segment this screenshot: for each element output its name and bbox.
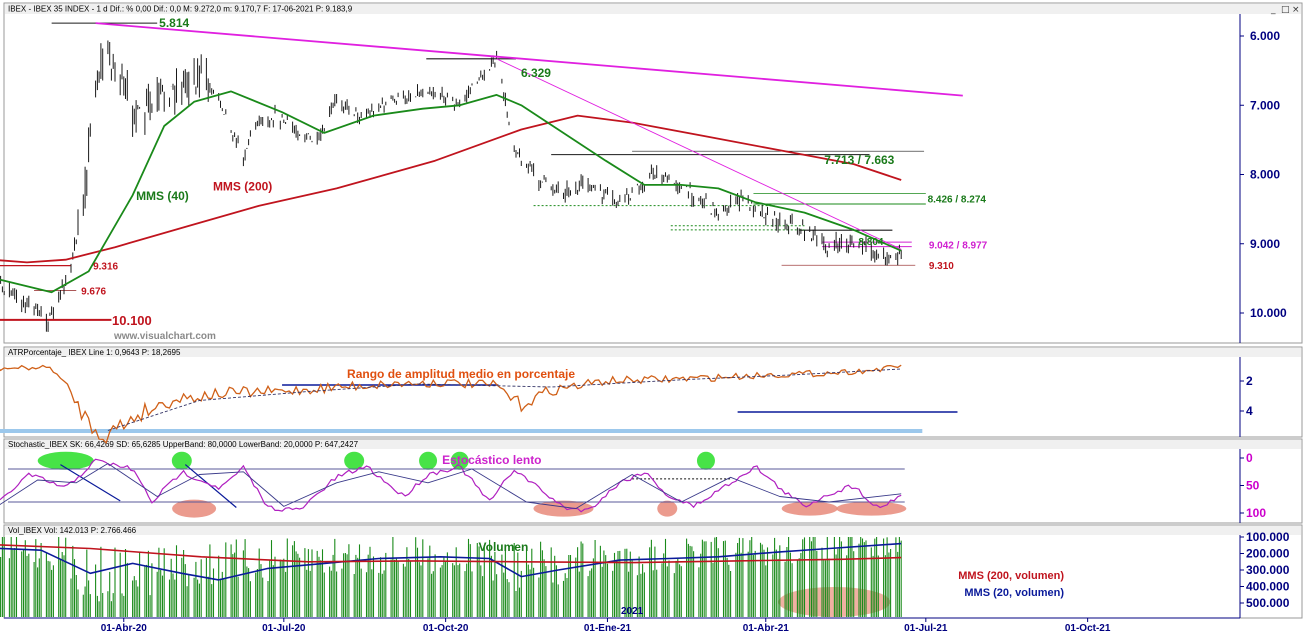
stoch-y-tick-label: 50 xyxy=(1246,479,1260,493)
price-y-tick-label: 9.000 xyxy=(1250,237,1280,251)
mms200-annotation: MMS (200) xyxy=(213,179,272,193)
vol_mms200-line xyxy=(0,544,902,564)
level-9316-label: 9.316 xyxy=(93,262,118,273)
stoch-panel-frame xyxy=(3,438,1303,524)
year-marker: 2021 xyxy=(621,606,644,617)
stoch-overbought-zone xyxy=(172,499,217,518)
price-y-tick-label: 10.000 xyxy=(1250,306,1287,320)
stoch-oversold-zone xyxy=(450,451,469,470)
atr-average-line xyxy=(107,368,902,431)
level-8426-8274-label: 8.426 / 8.274 xyxy=(928,195,987,206)
x-tick-label: 01-Abr-20 xyxy=(101,623,148,634)
atr-line xyxy=(0,364,902,445)
atr-y-tick-label: 4 xyxy=(1246,404,1253,418)
level-10100-label: 10.100 xyxy=(112,313,152,328)
stoch-overbought-zone xyxy=(657,500,678,517)
legend-vol-mms200: MMS (200, volumen) xyxy=(958,570,1064,582)
price-y-tick-label: 8.000 xyxy=(1250,168,1280,182)
axis-labels: 10.000 9.000 8.000 7.000 6.000 4 2 100 50 0 500.00… xyxy=(101,29,1290,634)
x-tick-label: 01-Jul-20 xyxy=(262,623,306,634)
mms200-line xyxy=(0,114,902,264)
price-panel-header-bg xyxy=(5,4,1301,14)
price-panel-header: IBEX - IBEX 35 INDEX - 1 d Dif.: % 0,00 … xyxy=(8,5,353,14)
level-9676-label: 9.676 xyxy=(81,287,106,298)
mms40-annotation: MMS (40) xyxy=(136,189,189,203)
stoch-oversold-zone xyxy=(37,451,94,470)
series-lines xyxy=(0,22,963,581)
price-y-tick-label: 7.000 xyxy=(1250,98,1280,112)
volume-panel-header: Vol_IBEX Vol: 142.013 P: 2.766.466 xyxy=(8,526,137,535)
x-tick-label: 01-Jul-21 xyxy=(904,623,948,634)
x-tick-label: 01-Abr-21 xyxy=(743,623,790,634)
atr-panel-header-bg xyxy=(5,348,1301,357)
volume-bars xyxy=(0,537,902,617)
atr-panel-frame xyxy=(3,346,1303,438)
long-term-trendline xyxy=(95,22,963,97)
stoch-y-tick-label: 100 xyxy=(1246,506,1266,520)
stoch-oversold-zone xyxy=(419,451,438,470)
volume-panel-header-bg xyxy=(5,526,1301,535)
stoch-overbought-zone xyxy=(781,501,838,516)
stoch-panel-header: Stochastic_IBEX SK: 66,4269 SD: 65,6285 … xyxy=(8,440,359,449)
atr-base-band xyxy=(0,429,923,433)
volume-title: Volumen xyxy=(479,540,529,554)
volume-y-tick-label: 200.000 xyxy=(1246,547,1290,561)
close-button[interactable]: × xyxy=(1292,5,1300,15)
atr-panel: ATRPorcentaje_ IBEX Line 1: 0,9643 P: 18… xyxy=(3,346,1303,438)
level-8804-label: 8.804 xyxy=(858,237,883,248)
atr-y-tick-label: 2 xyxy=(1246,374,1253,388)
stoch-d-line xyxy=(0,463,902,510)
stoch-oversold-zone xyxy=(344,451,365,470)
level-6329-label: 6.329 xyxy=(521,66,551,80)
volume-y-tick-label: 400.000 xyxy=(1246,580,1290,594)
maximize-button[interactable]: □ xyxy=(1281,5,1290,15)
stoch-oversold-zone xyxy=(696,451,715,470)
x-tick-label: 01-Oct-21 xyxy=(1065,623,1111,634)
watermark: www.visualchart.com xyxy=(113,331,216,342)
level-7713-7663-label: 7.713 / 7.663 xyxy=(824,153,894,167)
annotations: 10.100 9.676 9.316 9.310 9.042 / 8.977 8.804 8… xyxy=(81,16,1064,617)
stoch-y-tick-label: 0 xyxy=(1246,451,1253,465)
level-5814-label: 5.814 xyxy=(159,16,189,30)
stoch-k-line xyxy=(0,458,902,513)
stoch-panel-header-bg xyxy=(5,440,1301,449)
volume-y-tick-label: 500.000 xyxy=(1246,596,1290,610)
vol_mms20-line xyxy=(0,542,902,581)
stoch-panel: Stochastic_IBEX SK: 66,4269 SD: 65,6285 … xyxy=(3,438,1303,524)
x-tick-label: 01-Ene-21 xyxy=(584,623,632,634)
stoch-title: Estocástico lento xyxy=(442,453,541,467)
mms40-line xyxy=(0,90,902,294)
price-y-tick-label: 6.000 xyxy=(1250,29,1280,43)
level-9042-8977-label: 9.042 / 8.977 xyxy=(929,240,988,251)
atr-title: Rango de amplitud medio en porcentaje xyxy=(347,367,575,381)
atr-panel-header: ATRPorcentaje_ IBEX Line 1: 0,9643 P: 18… xyxy=(8,348,181,357)
minimize-button[interactable]: _ xyxy=(1270,5,1276,15)
volume-y-tick-label: 300.000 xyxy=(1246,563,1290,577)
x-tick-label: 01-Oct-20 xyxy=(423,623,469,634)
volume-y-tick-label: 100.000 xyxy=(1246,530,1290,544)
short-term-trendline xyxy=(496,58,902,250)
stoch-overbought-zone xyxy=(836,501,907,516)
legend-vol-mms20: MMS (20, volumen) xyxy=(964,587,1064,599)
level-9310-label: 9.310 xyxy=(929,261,954,272)
stoch-divergence-line xyxy=(60,464,121,502)
